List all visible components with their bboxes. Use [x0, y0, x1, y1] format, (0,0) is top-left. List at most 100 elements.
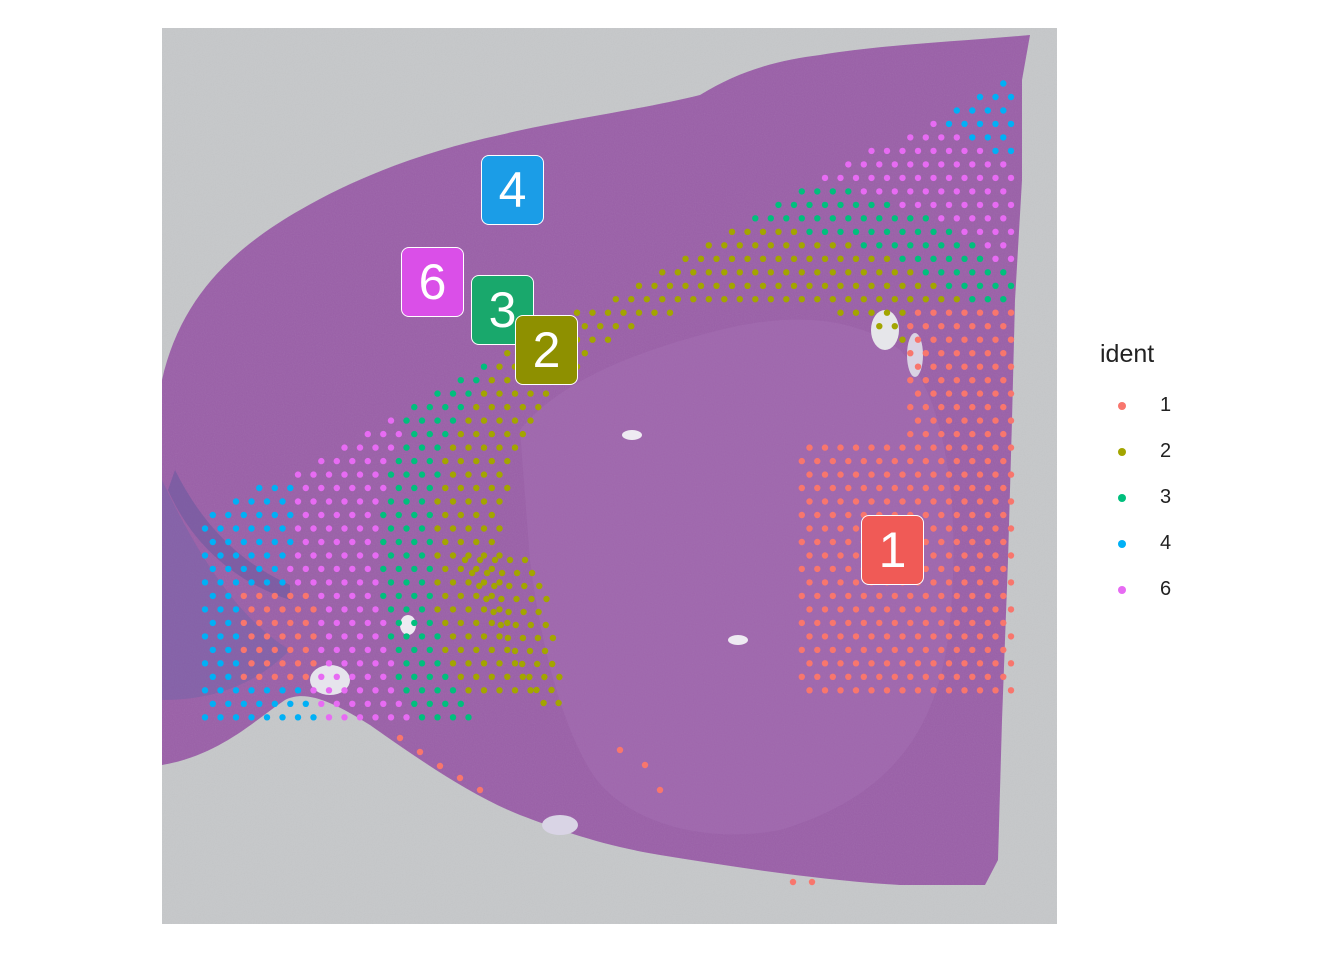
- spot-cluster-6: [372, 498, 379, 505]
- spot-cluster-1: [938, 538, 945, 546]
- spot-cluster-2: [480, 390, 488, 397]
- spot-cluster-1: [953, 673, 960, 680]
- spot-cluster-4: [248, 687, 255, 694]
- spot-cluster-1: [1007, 552, 1015, 559]
- spot-cluster-1: [914, 633, 922, 640]
- spot-cluster-1: [961, 471, 968, 478]
- spot-cluster-1: [1007, 525, 1015, 532]
- spot-cluster-3: [387, 606, 395, 613]
- spot-cluster-2: [713, 282, 720, 289]
- spot-cluster-1: [806, 552, 813, 559]
- spot-cluster-2: [521, 582, 528, 590]
- spot-cluster-6: [372, 687, 379, 694]
- spot-cluster-3: [883, 228, 891, 235]
- spot-cluster-1: [992, 444, 999, 451]
- spot-cluster-1: [852, 606, 860, 613]
- spot-cluster-3: [899, 255, 906, 262]
- spot-cluster-2: [528, 595, 535, 603]
- spot-cluster-3: [442, 673, 449, 680]
- spot-cluster-2: [473, 403, 480, 411]
- spot-cluster-3: [434, 714, 441, 721]
- spot-cluster-2: [736, 242, 743, 249]
- spot-cluster-6: [310, 552, 317, 559]
- spot-cluster-1: [814, 619, 821, 627]
- spot-cluster-3: [953, 242, 960, 249]
- spot-cluster-1: [953, 565, 960, 573]
- spot-cluster-6: [356, 606, 364, 613]
- spot-cluster-1: [961, 660, 968, 667]
- spot-cluster-1: [868, 606, 875, 613]
- spot-cluster-6: [294, 498, 302, 505]
- spot-cluster-1: [845, 565, 852, 573]
- spot-cluster-2: [682, 255, 689, 262]
- spot-cluster-1: [263, 660, 271, 667]
- spot-cluster-3: [411, 592, 418, 600]
- spot-cluster-6: [891, 188, 898, 195]
- spot-cluster-2: [457, 484, 464, 492]
- spot-cluster-1: [868, 444, 875, 451]
- spot-cluster-4: [992, 147, 999, 155]
- spot-cluster-4: [217, 606, 224, 613]
- spot-cluster-2: [891, 296, 898, 303]
- spot-cluster-6: [899, 201, 906, 209]
- spot-cluster-2: [519, 673, 526, 680]
- spot-cluster-2: [519, 403, 526, 411]
- spot-cluster-6: [876, 161, 883, 168]
- spot-cluster-3: [922, 215, 929, 222]
- spot-cluster-1: [945, 309, 953, 316]
- spot-cluster-6: [930, 174, 937, 182]
- spot-cluster-6: [1007, 255, 1015, 262]
- legend-label: 4: [1160, 532, 1172, 554]
- spot-cluster-2: [511, 660, 519, 667]
- spot-cluster-1: [279, 606, 286, 613]
- spot-cluster-2: [465, 633, 472, 640]
- spot-cluster-3: [387, 633, 395, 640]
- spot-cluster-6: [961, 147, 968, 155]
- spot-cluster-6: [333, 538, 340, 546]
- spot-cluster-6: [969, 161, 976, 168]
- spot-cluster-1: [294, 633, 302, 640]
- spot-cluster-1: [279, 633, 286, 640]
- spot-cluster-2: [496, 579, 503, 586]
- spot-cluster-2: [465, 471, 472, 478]
- spot-cluster-1: [945, 579, 953, 586]
- spot-cluster-6: [387, 687, 395, 694]
- spot-cluster-1: [992, 390, 999, 397]
- spot-cluster-3: [876, 215, 883, 222]
- spot-cluster-2: [821, 282, 829, 289]
- spot-cluster-1: [798, 565, 805, 573]
- spot-cluster-6: [325, 579, 333, 586]
- spot-cluster-1: [845, 673, 852, 680]
- spot-cluster-3: [380, 511, 387, 519]
- spot-cluster-1: [806, 606, 813, 613]
- spot-cluster-2: [504, 484, 511, 492]
- spot-cluster-3: [798, 215, 805, 222]
- spot-cluster-3: [418, 687, 426, 694]
- spot-cluster-3: [806, 201, 813, 209]
- spot-cluster-1: [868, 633, 875, 640]
- spot-cluster-1: [837, 687, 844, 694]
- spot-cluster-1: [922, 457, 929, 465]
- spot-cluster-2: [442, 457, 449, 465]
- spot-cluster-1: [899, 633, 906, 640]
- spot-cluster-2: [775, 228, 782, 235]
- spot-cluster-3: [426, 619, 433, 627]
- spot-cluster-3: [380, 565, 387, 573]
- spot-cluster-1: [852, 579, 860, 586]
- spot-cluster-1: [969, 646, 976, 654]
- spot-cluster-2: [705, 296, 712, 303]
- spot-cluster-1: [845, 511, 852, 519]
- spot-cluster-4: [232, 552, 240, 559]
- spot-cluster-6: [953, 215, 960, 222]
- spot-cluster-1: [914, 444, 922, 451]
- spot-cluster-3: [922, 269, 929, 276]
- spot-cluster-2: [504, 403, 511, 411]
- spot-cluster-2: [511, 687, 519, 694]
- spot-cluster-3: [845, 188, 852, 195]
- spot-cluster-1: [899, 471, 906, 478]
- spot-cluster-2: [442, 565, 449, 573]
- spot-cluster-1: [256, 673, 263, 680]
- spot-cluster-3: [992, 282, 999, 289]
- spot-cluster-4: [201, 579, 209, 586]
- spot-cluster-4: [248, 579, 255, 586]
